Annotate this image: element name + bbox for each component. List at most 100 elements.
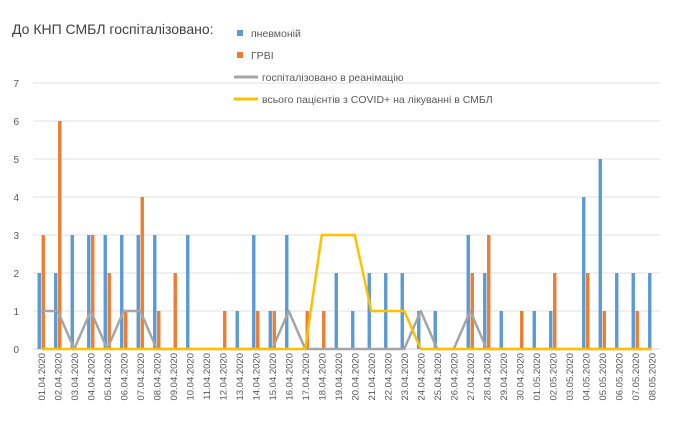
bar — [466, 235, 470, 349]
bar — [520, 311, 524, 349]
x-tick-label: 07.05.2020 — [631, 353, 642, 401]
x-tick-label: 02.04.2020 — [53, 353, 64, 401]
x-tick-label: 30.04.2020 — [515, 353, 526, 401]
y-tick-label: 5 — [13, 155, 19, 166]
bar — [91, 235, 95, 349]
bar — [285, 235, 289, 349]
bar — [351, 311, 355, 349]
x-tick-label: 11.04.2020 — [202, 353, 213, 400]
x-tick-label: 13.04.2020 — [235, 353, 246, 401]
y-tick-label: 3 — [13, 231, 19, 242]
x-tick-label: 07.04.2020 — [136, 353, 147, 401]
bar — [367, 273, 371, 349]
legend-swatch — [237, 52, 243, 58]
x-tick-label: 01.05.2020 — [532, 353, 543, 401]
legend-label: ГРВІ — [251, 50, 274, 62]
x-tick-label: 12.04.2020 — [218, 353, 229, 401]
legend-label: пневмоній — [251, 28, 301, 40]
bar — [553, 273, 557, 349]
bar — [252, 235, 256, 349]
bar — [70, 235, 74, 349]
bar — [87, 235, 91, 349]
bar — [532, 311, 536, 349]
y-tick-label: 0 — [13, 345, 19, 356]
x-tick-label: 23.04.2020 — [400, 353, 411, 401]
bar — [635, 311, 639, 349]
x-tick-label: 08.05.2020 — [647, 353, 658, 401]
bar — [487, 235, 491, 349]
chart-title: До КНП СМБЛ госпіталізовано: — [12, 21, 214, 37]
bar — [136, 235, 140, 349]
x-tick-label: 05.05.2020 — [598, 353, 609, 401]
bar — [41, 235, 45, 349]
x-tick-label: 17.04.2020 — [301, 353, 312, 401]
bar — [153, 235, 157, 349]
y-tick-label: 2 — [13, 269, 19, 280]
bar — [417, 311, 421, 349]
x-tick-label: 21.04.2020 — [367, 353, 378, 401]
x-tick-label: 03.04.2020 — [70, 353, 81, 401]
bar — [470, 273, 474, 349]
bar — [103, 235, 107, 349]
x-tick-label: 20.04.2020 — [350, 353, 361, 401]
x-tick-label: 27.04.2020 — [466, 353, 477, 401]
y-tick-label: 1 — [13, 307, 19, 318]
x-tick-label: 02.05.2020 — [548, 353, 559, 401]
bar — [37, 273, 41, 349]
bar — [272, 311, 276, 349]
x-tick-label: 08.04.2020 — [152, 353, 163, 401]
bar — [334, 273, 338, 349]
bar — [124, 311, 128, 349]
bar — [586, 273, 590, 349]
x-tick-label: 14.04.2020 — [251, 353, 262, 401]
y-tick-label: 7 — [13, 79, 19, 90]
bar — [140, 197, 144, 349]
x-tick-label: 24.04.2020 — [416, 353, 427, 401]
bar — [499, 311, 503, 349]
x-tick-label: 04.05.2020 — [581, 353, 592, 401]
bar — [582, 197, 586, 349]
x-tick-label: 26.04.2020 — [449, 353, 460, 401]
series-line — [41, 309, 652, 351]
x-tick-label: 10.04.2020 — [185, 353, 196, 401]
y-tick-label: 4 — [13, 193, 19, 204]
bar — [120, 235, 124, 349]
x-tick-label: 05.04.2020 — [103, 353, 114, 401]
x-tick-label: 29.04.2020 — [499, 353, 510, 401]
legend-label: всього пацієнтів з COVID+ на лікуванні в… — [262, 94, 493, 106]
x-tick-label: 18.04.2020 — [317, 353, 328, 401]
x-tick-label: 06.04.2020 — [119, 353, 130, 401]
x-tick-label: 04.04.2020 — [86, 353, 97, 401]
bar — [186, 235, 190, 349]
bar — [157, 311, 161, 349]
bar — [549, 311, 553, 349]
bar — [631, 273, 635, 349]
legend-swatch — [237, 30, 243, 36]
x-tick-label: 16.04.2020 — [284, 353, 295, 401]
bar — [598, 159, 602, 349]
x-tick-label: 06.05.2020 — [614, 353, 625, 401]
bar — [483, 273, 487, 349]
bar — [256, 311, 260, 349]
bar — [322, 311, 326, 349]
x-tick-label: 03.05.2020 — [565, 353, 576, 401]
bar — [58, 121, 62, 349]
x-tick-label: 22.04.2020 — [383, 353, 394, 401]
bar — [648, 273, 652, 349]
x-tick-label: 19.04.2020 — [334, 353, 345, 401]
bar — [235, 311, 239, 349]
x-tick-label: 28.04.2020 — [482, 353, 493, 401]
x-tick-label: 15.04.2020 — [268, 353, 279, 401]
bar — [173, 273, 177, 349]
x-tick-label: 01.04.2020 — [37, 353, 48, 401]
x-tick-label: 25.04.2020 — [433, 353, 444, 401]
y-tick-label: 6 — [13, 117, 19, 128]
bar — [268, 311, 272, 349]
legend-label: госпіталізовано в реанімацію — [262, 72, 404, 84]
series-line — [41, 233, 652, 351]
bar — [107, 273, 111, 349]
bar — [602, 311, 606, 349]
bar — [223, 311, 227, 349]
